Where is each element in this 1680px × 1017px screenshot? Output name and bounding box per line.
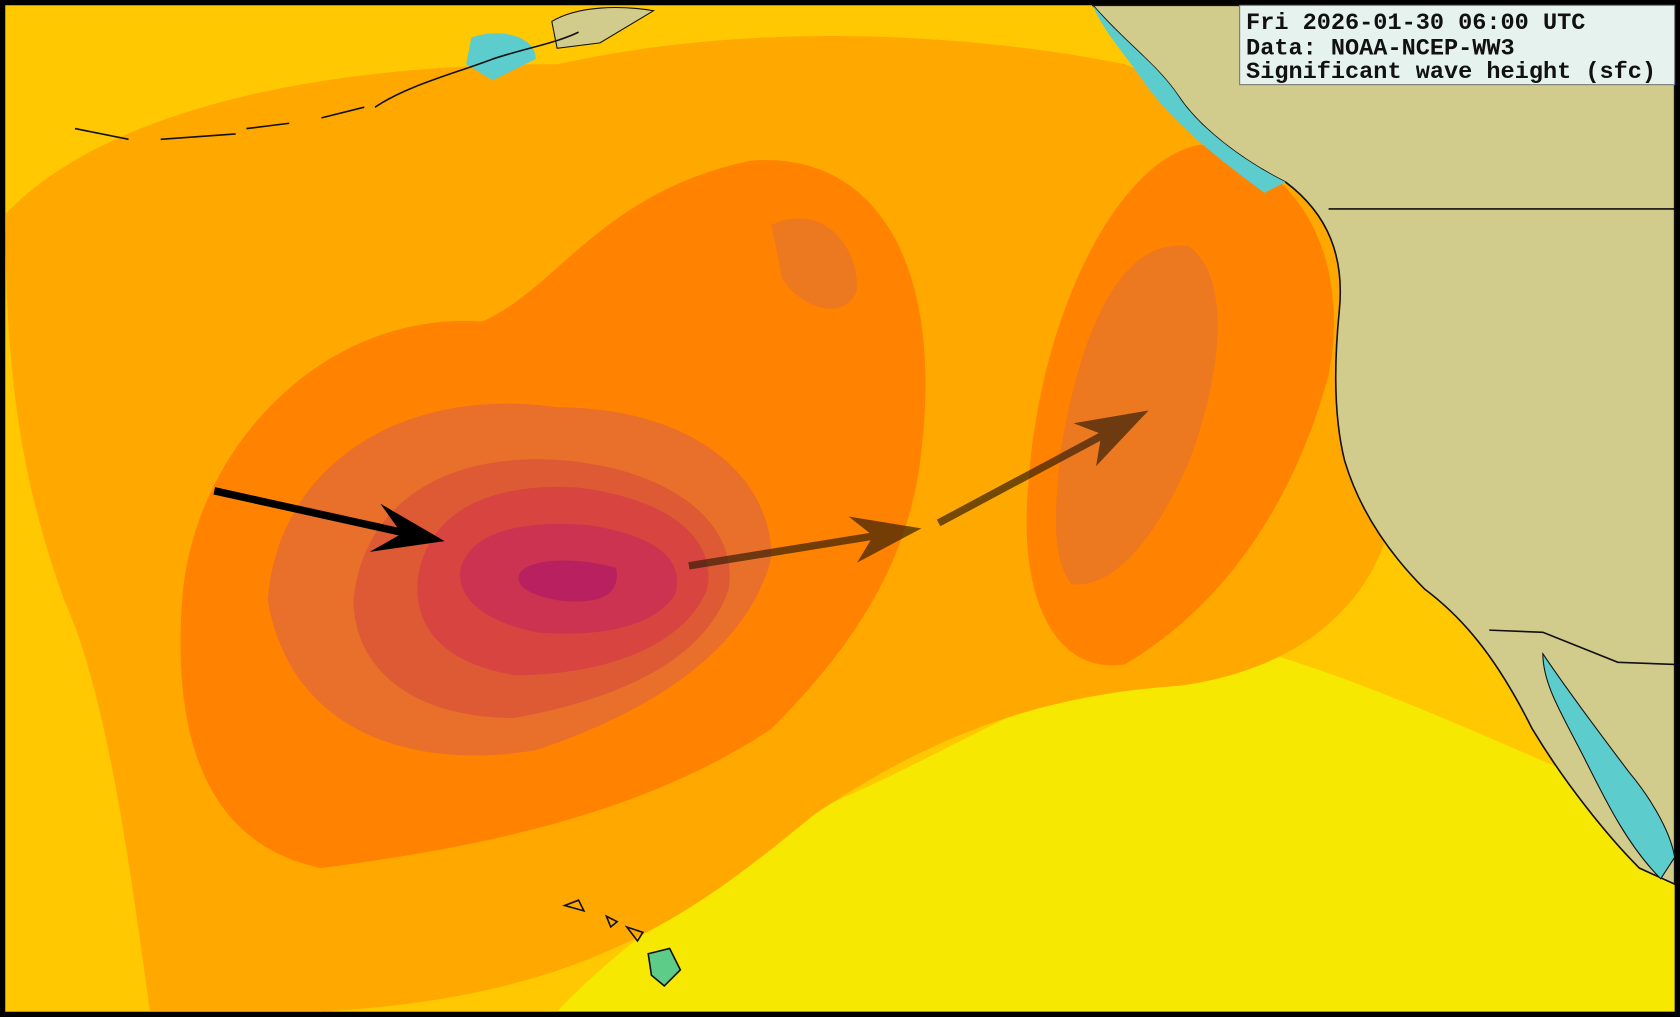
land	[74, 4, 1676, 988]
arrows	[213, 410, 1149, 570]
timestamp: Fri 2026-01-30 06:00 UTC	[1246, 10, 1585, 37]
info-box	[1239, 4, 1676, 86]
data-source: Data: NOAA-NCEP-WW3	[1246, 36, 1515, 63]
field-name: Significant wave height (sfc)	[1246, 59, 1656, 86]
